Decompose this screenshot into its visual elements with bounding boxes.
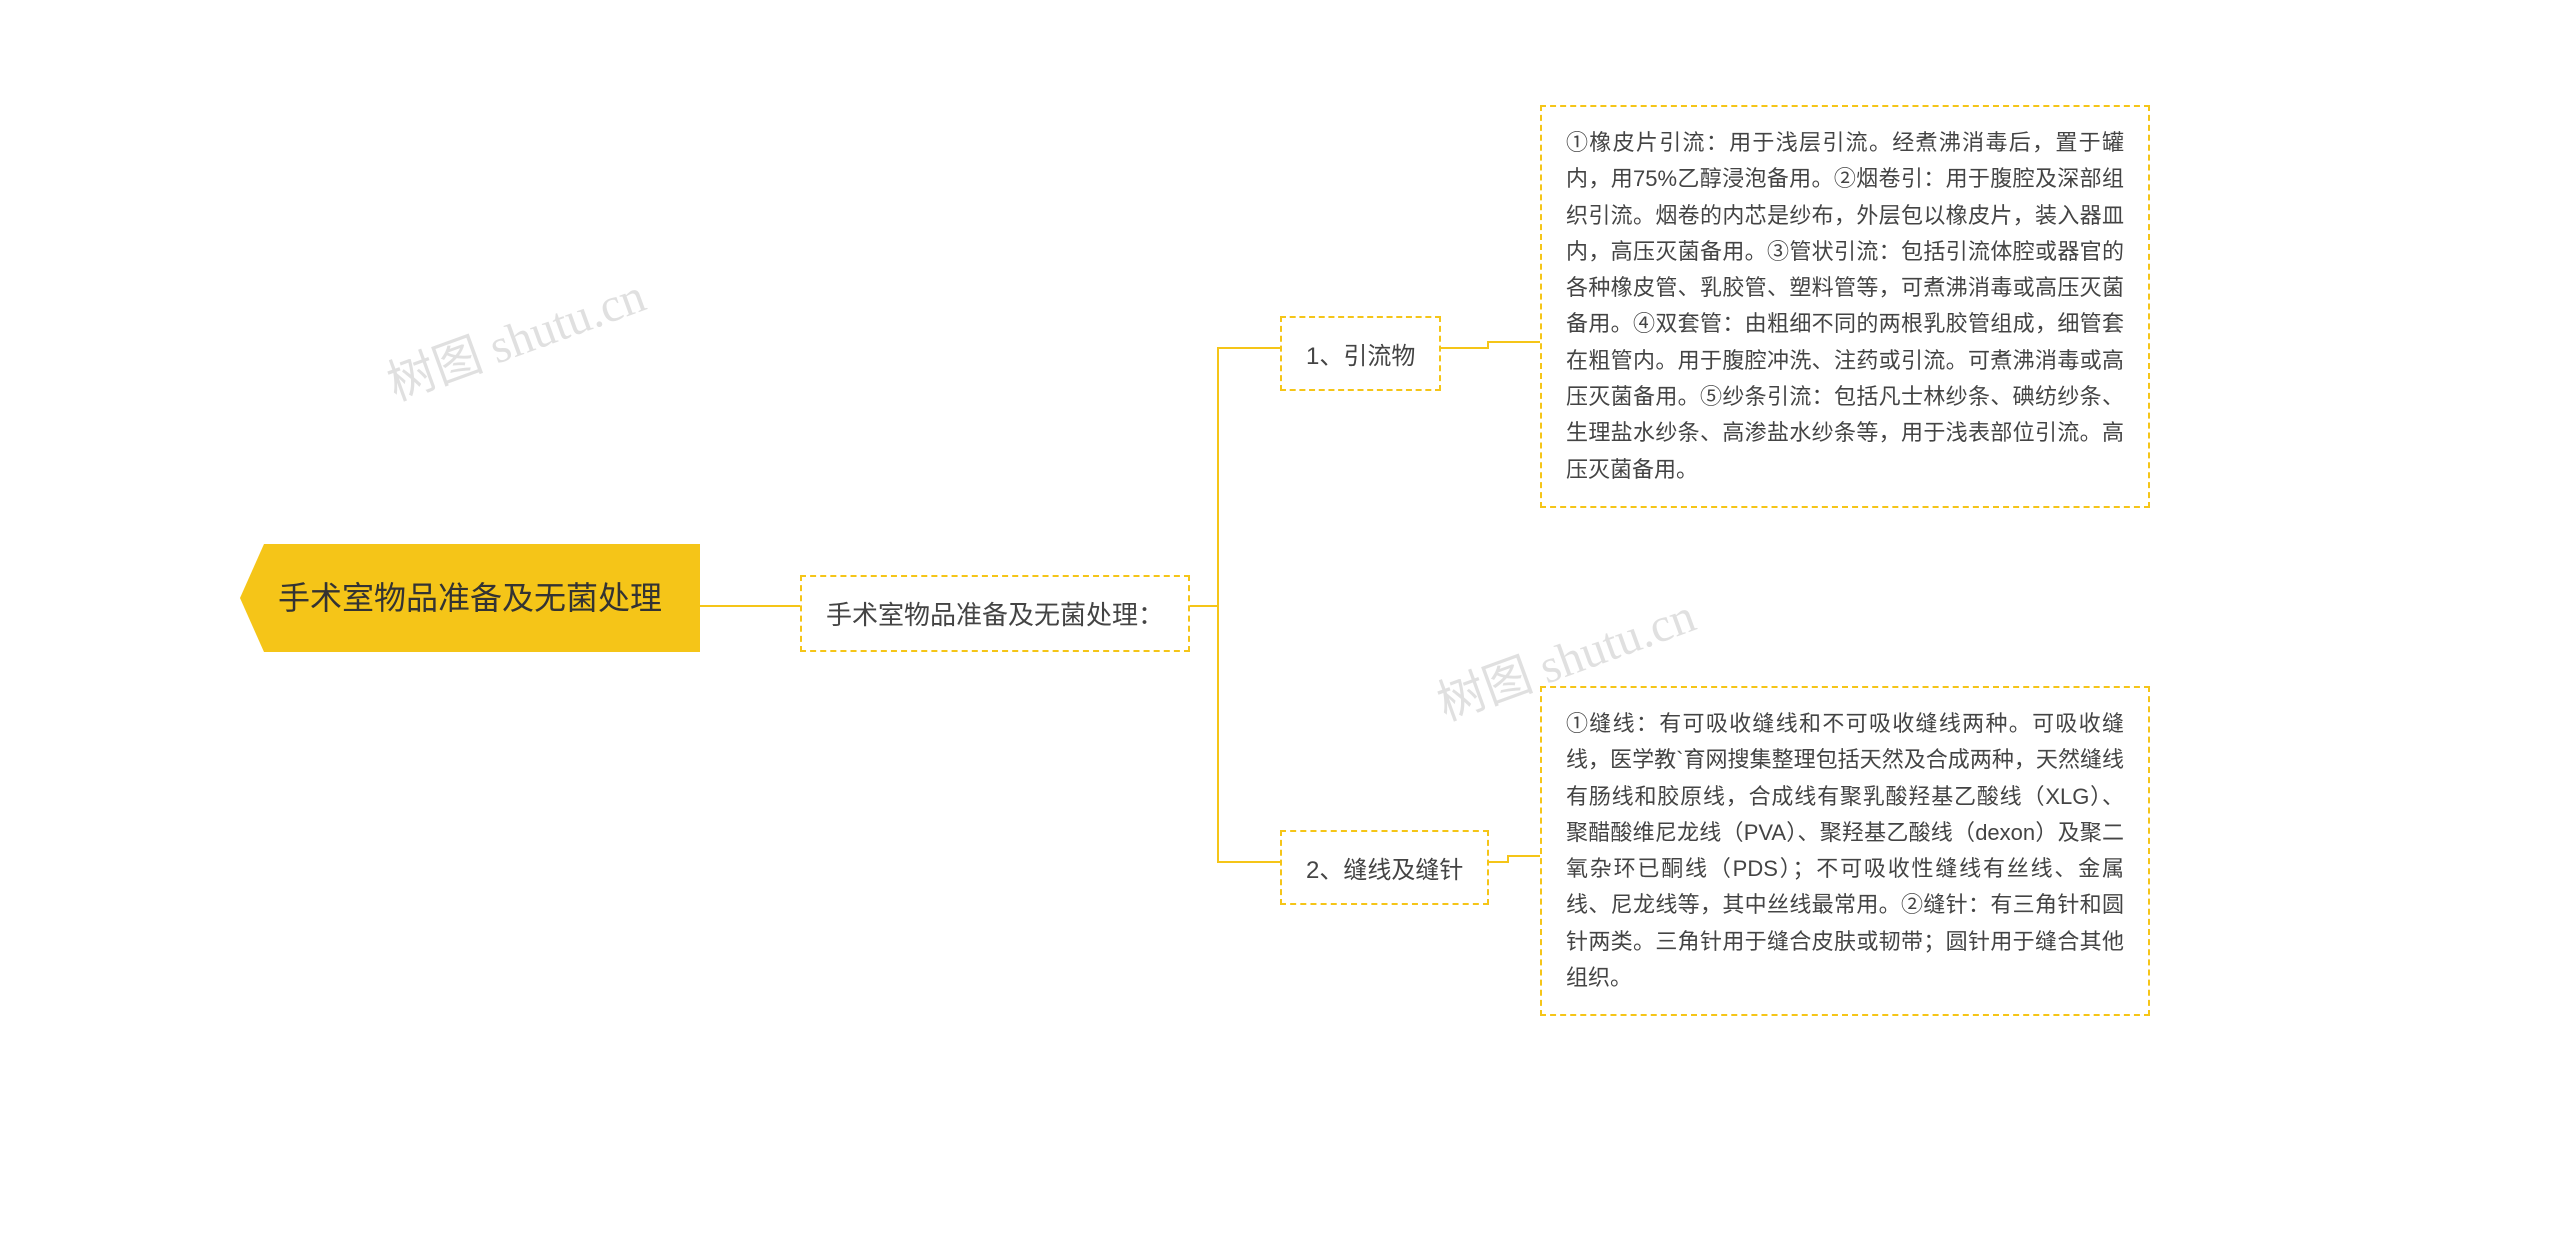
detail-suture: ①缝线：有可吸收缝线和不可吸收缝线两种。可吸收缝线，医学教`育网搜集整理包括天然… bbox=[1540, 686, 2150, 1016]
node-suture-label: 2、缝线及缝针 bbox=[1306, 857, 1463, 884]
node-level1-label: 手术室物品准备及无菌处理： bbox=[826, 600, 1164, 630]
root-node: 手术室物品准备及无菌处理 bbox=[240, 544, 700, 652]
root-label: 手术室物品准备及无菌处理 bbox=[278, 580, 662, 616]
node-suture: 2、缝线及缝针 bbox=[1280, 830, 1489, 905]
detail-drainage-text: ①橡皮片引流：用于浅层引流。经煮沸消毒后，置于罐内，用75%乙醇浸泡备用。②烟卷… bbox=[1566, 130, 2124, 482]
detail-drainage: ①橡皮片引流：用于浅层引流。经煮沸消毒后，置于罐内，用75%乙醇浸泡备用。②烟卷… bbox=[1540, 105, 2150, 508]
node-drainage: 1、引流物 bbox=[1280, 316, 1441, 391]
node-drainage-label: 1、引流物 bbox=[1306, 343, 1415, 370]
detail-suture-text: ①缝线：有可吸收缝线和不可吸收缝线两种。可吸收缝线，医学教`育网搜集整理包括天然… bbox=[1566, 711, 2124, 990]
watermark: 树图 shutu.cn bbox=[376, 256, 653, 414]
node-level1: 手术室物品准备及无菌处理： bbox=[800, 575, 1190, 652]
